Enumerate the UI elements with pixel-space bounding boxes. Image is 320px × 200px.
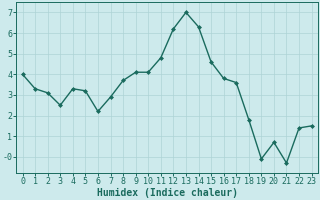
X-axis label: Humidex (Indice chaleur): Humidex (Indice chaleur) xyxy=(97,188,237,198)
